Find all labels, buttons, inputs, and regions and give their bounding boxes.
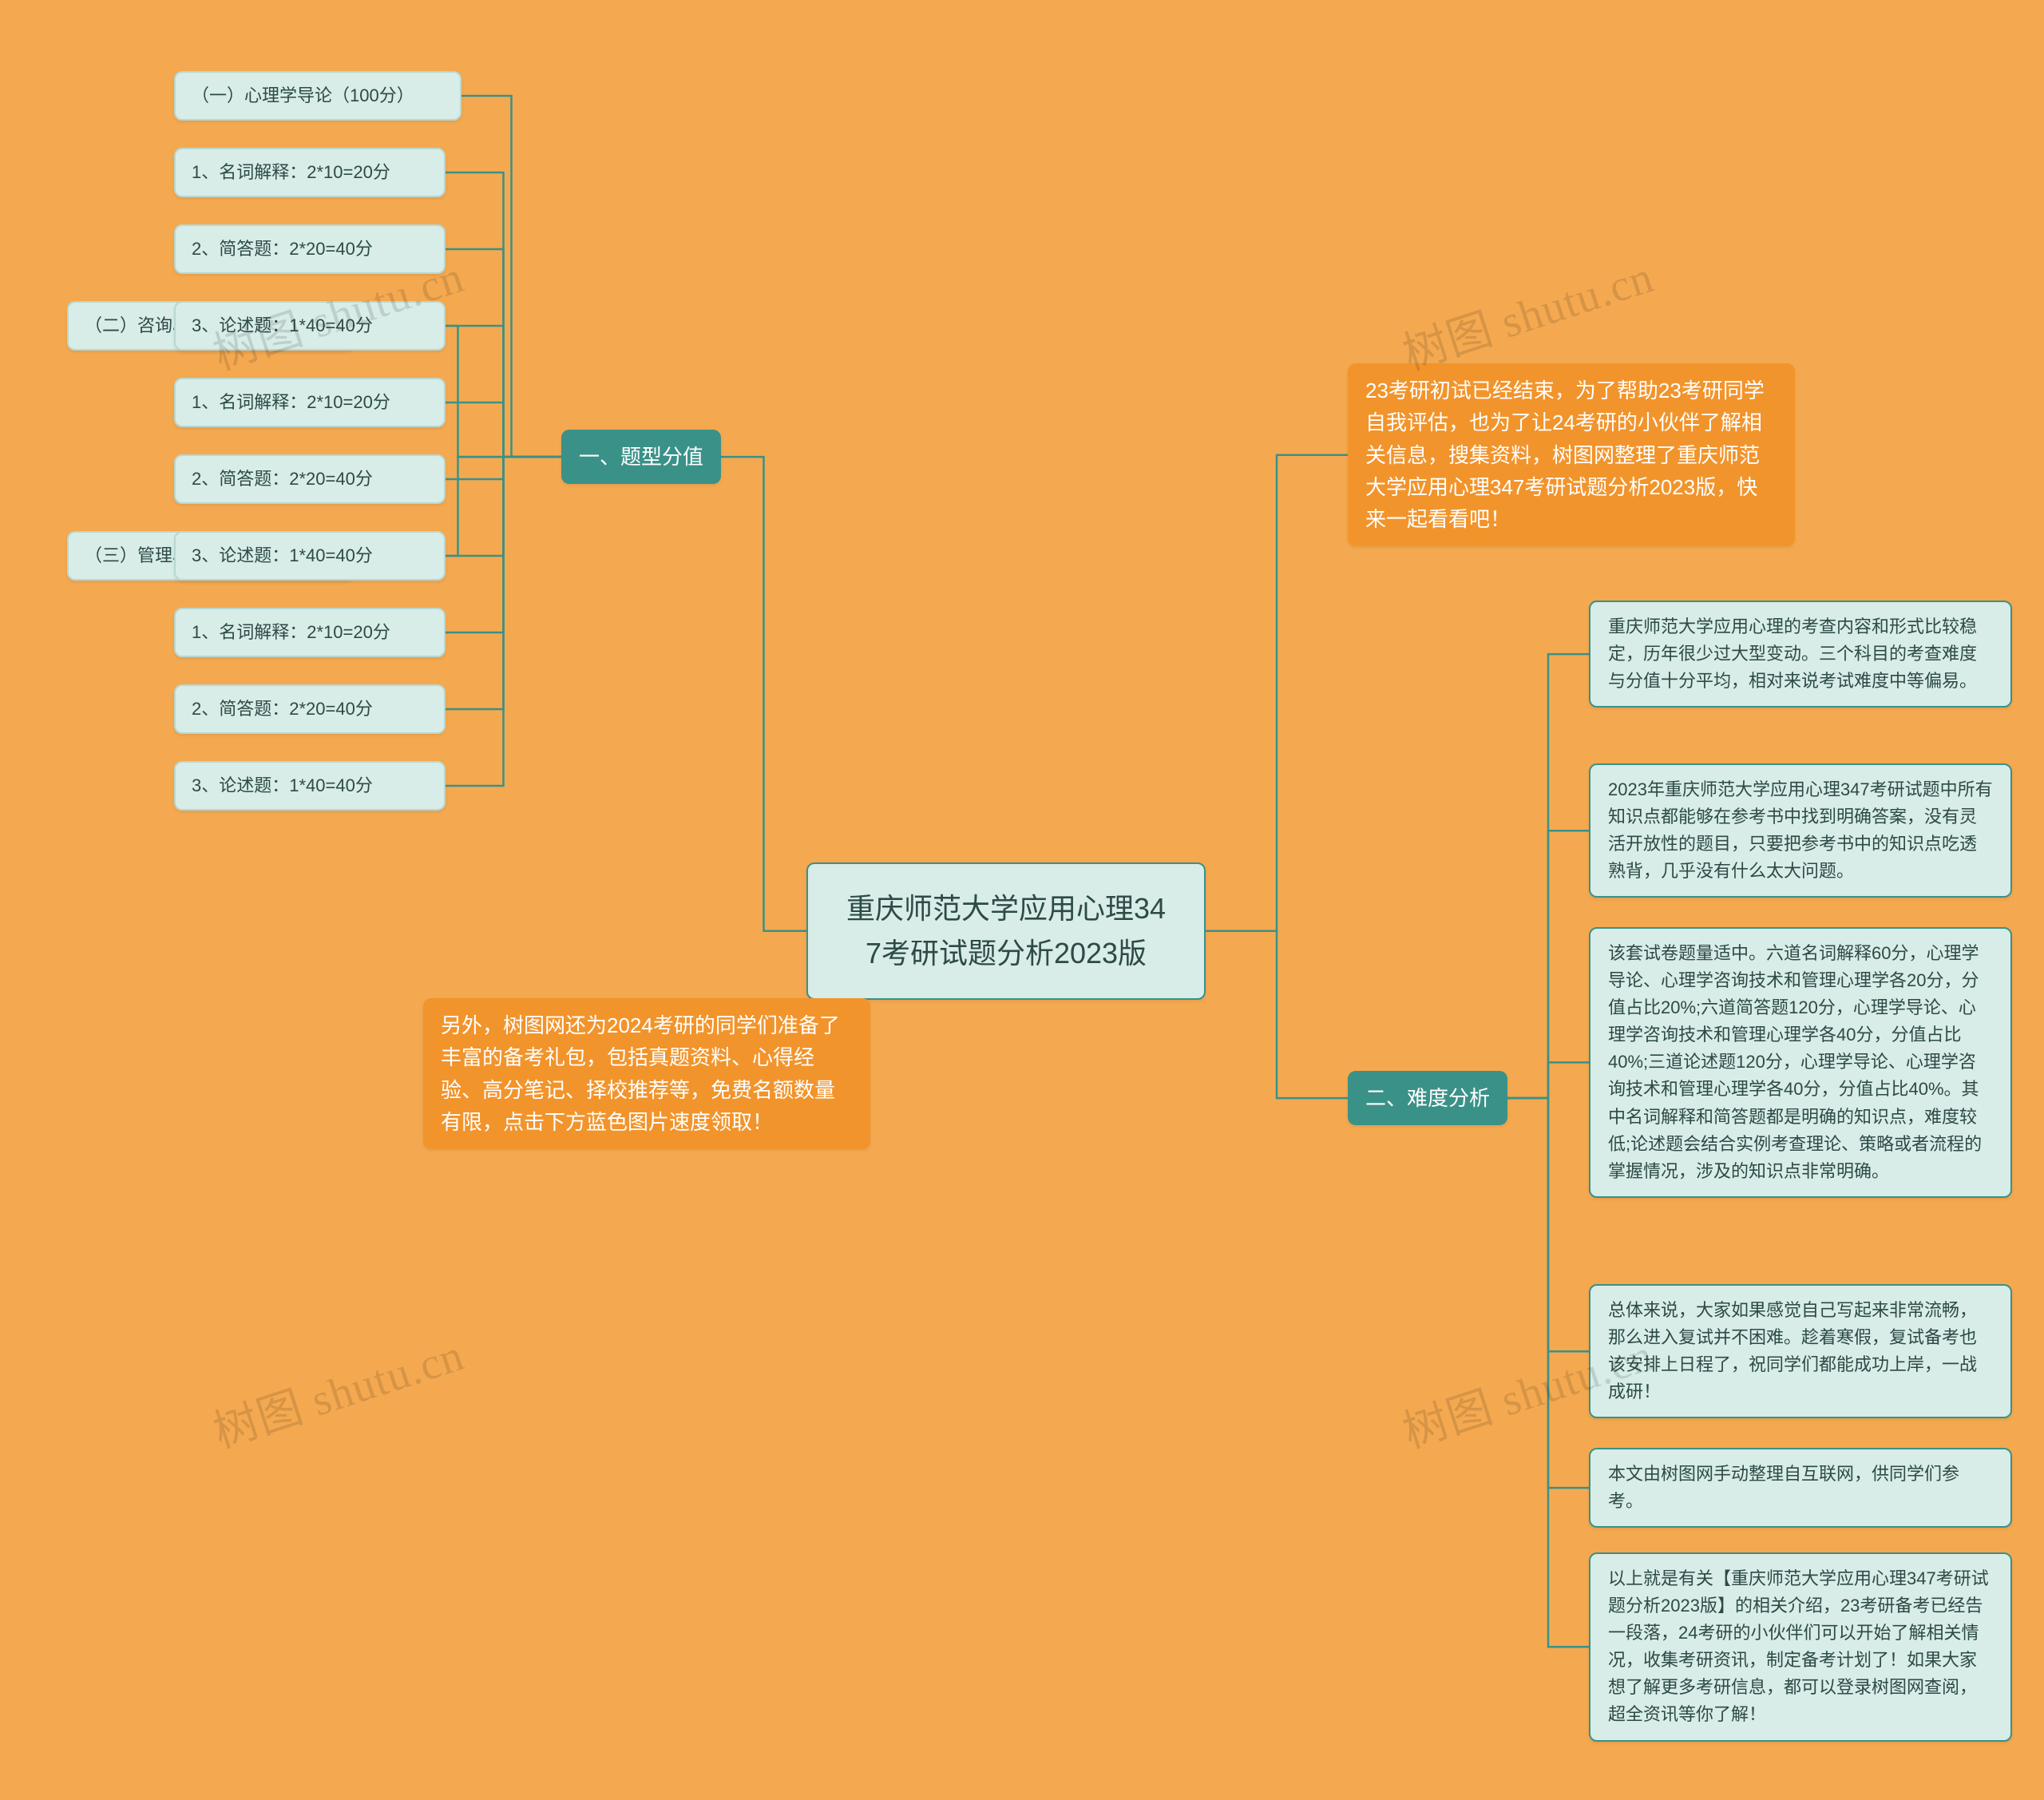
promo-box: 另外，树图网还为2024考研的同学们准备了丰富的备考礼包，包括真题资料、心得经验… <box>423 998 870 1149</box>
right-item-2: 该套试卷题量适中。六道名词解释60分，心理学导论、心理学咨询技术和管理心理学各2… <box>1589 927 2012 1198</box>
intro-box: 23考研初试已经结束，为了帮助23考研同学自我评估，也为了让24考研的小伙伴了解… <box>1348 363 1795 546</box>
branch-difficulty: 二、难度分析 <box>1348 1071 1507 1125</box>
left-item-1: 2、简答题：2*20=40分 <box>174 224 446 274</box>
right-item-1: 2023年重庆师范大学应用心理347考研试题中所有知识点都能够在参考书中找到明确… <box>1589 763 2012 898</box>
left-item-3: 1、名词解释：2*10=20分 <box>174 378 446 427</box>
watermark: 树图 shutu.cn <box>1393 241 1660 383</box>
right-item-4: 本文由树图网手动整理自互联网，供同学们参考。 <box>1589 1448 2012 1528</box>
watermark: 树图 shutu.cn <box>204 1319 470 1461</box>
left-item-5: 3、论述题：1*40=40分 <box>174 531 446 581</box>
left-item-7: 2、简答题：2*20=40分 <box>174 684 446 734</box>
left-item-6: 1、名词解释：2*10=20分 <box>174 608 446 657</box>
left-item-8: 3、论述题：1*40=40分 <box>174 761 446 811</box>
right-item-3: 总体来说，大家如果感觉自己写起来非常流畅，那么进入复试并不困难。趁着寒假，复试备… <box>1589 1284 2012 1418</box>
left-item-4: 2、简答题：2*20=40分 <box>174 454 446 504</box>
left-section-0: （一）心理学导论（100分） <box>174 71 461 121</box>
right-item-0: 重庆师范大学应用心理的考查内容和形式比较稳定，历年很少过大型变动。三个科目的考查… <box>1589 601 2012 708</box>
right-item-5: 以上就是有关【重庆师范大学应用心理347考研试题分析2023版】的相关介绍，23… <box>1589 1552 2012 1742</box>
left-item-2: 3、论述题：1*40=40分 <box>174 301 446 351</box>
center-node: 重庆师范大学应用心理347考研试题分析2023版 <box>806 862 1206 1000</box>
left-item-0: 1、名词解释：2*10=20分 <box>174 148 446 197</box>
branch-question-types: 一、题型分值 <box>561 430 721 484</box>
